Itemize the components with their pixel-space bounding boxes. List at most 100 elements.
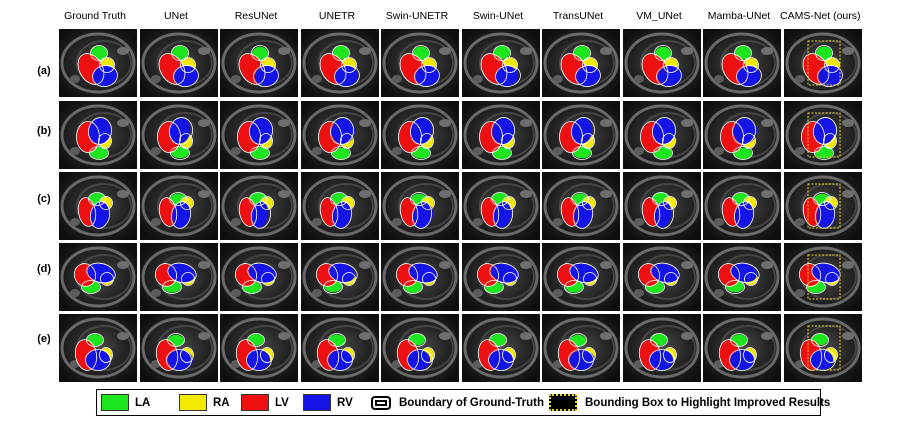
segment-rv bbox=[812, 263, 840, 283]
ground-truth-boundary bbox=[582, 57, 598, 73]
body-outline bbox=[382, 317, 458, 379]
row-label-d: (d) bbox=[36, 263, 52, 275]
organ-shadow bbox=[600, 119, 612, 127]
ground-truth-boundary bbox=[813, 192, 831, 206]
organ-shadow bbox=[842, 119, 854, 127]
body-outline bbox=[221, 175, 297, 237]
ground-truth-boundary bbox=[181, 272, 195, 286]
tissue-ring bbox=[318, 183, 374, 229]
organ-shadow bbox=[520, 332, 532, 340]
column-header-unet: UNet bbox=[164, 10, 188, 22]
ground-truth-boundary bbox=[86, 333, 104, 347]
ground-truth-boundary bbox=[238, 197, 258, 227]
scan-cell bbox=[784, 314, 862, 382]
organ-shadow bbox=[842, 190, 854, 198]
bbox-swatch bbox=[549, 394, 577, 411]
organ-shadow bbox=[117, 47, 129, 55]
ground-truth-boundary bbox=[477, 339, 501, 371]
segment-la bbox=[171, 146, 189, 159]
ground-truth-boundary bbox=[408, 333, 426, 347]
ground-truth-boundary bbox=[261, 272, 275, 286]
ground-truth-boundary bbox=[410, 117, 434, 145]
ground-truth-boundary bbox=[171, 45, 189, 61]
organ-shadow bbox=[761, 119, 773, 127]
segment-la bbox=[734, 147, 752, 160]
ground-truth-boundary bbox=[99, 347, 113, 363]
legend-item-bbox: Bounding Box to Highlight Improved Resul… bbox=[549, 390, 830, 415]
legend-item-ra: RA bbox=[179, 390, 230, 415]
scan-cell bbox=[542, 243, 620, 311]
ground-truth-boundary bbox=[817, 65, 843, 87]
ground-truth-boundary bbox=[736, 65, 762, 87]
organ-shadow bbox=[392, 147, 402, 155]
scan-cell bbox=[140, 29, 218, 97]
scan-cell bbox=[703, 172, 781, 240]
organ-shadow bbox=[198, 119, 210, 127]
tissue-ring bbox=[720, 183, 776, 229]
scan-cell bbox=[462, 29, 540, 97]
ground-truth-boundary bbox=[798, 263, 822, 287]
organ-shadow bbox=[151, 147, 161, 155]
segment-rv bbox=[569, 263, 597, 283]
organ-shadow bbox=[151, 75, 161, 83]
ground-truth-boundary bbox=[249, 192, 267, 206]
organ-shadow bbox=[520, 119, 532, 127]
ground-truth-boundary bbox=[395, 263, 419, 287]
ground-truth-boundary bbox=[154, 263, 178, 287]
ground-truth-boundary bbox=[645, 280, 665, 294]
body-outline bbox=[141, 104, 217, 166]
scan-cell bbox=[784, 243, 862, 311]
scan-background bbox=[784, 314, 862, 382]
body-outline bbox=[141, 175, 217, 237]
body-outline bbox=[60, 32, 136, 94]
ground-truth-boundary bbox=[158, 53, 186, 85]
scan-cell bbox=[381, 101, 459, 169]
organ-shadow bbox=[117, 190, 129, 198]
ground-truth-boundary bbox=[641, 53, 669, 85]
ground-truth-boundary bbox=[334, 65, 360, 87]
ground-truth-boundary bbox=[315, 263, 339, 287]
organ-shadow bbox=[553, 289, 563, 297]
organ-shadow bbox=[761, 261, 773, 269]
organ-shadow bbox=[795, 289, 805, 297]
ground-truth-boundary bbox=[155, 339, 179, 371]
ground-truth-boundary bbox=[484, 280, 504, 294]
organ-shadow bbox=[600, 332, 612, 340]
ground-truth-boundary bbox=[250, 201, 272, 229]
body-outline bbox=[302, 32, 378, 94]
organ-shadow bbox=[714, 218, 724, 226]
ground-truth-boundary bbox=[823, 133, 837, 149]
segmentation-grid bbox=[59, 29, 862, 382]
ground-truth-boundary bbox=[74, 339, 98, 371]
organ-shadow bbox=[600, 47, 612, 55]
scan-cell bbox=[381, 314, 459, 382]
body-outline bbox=[141, 246, 217, 308]
organ-shadow bbox=[439, 47, 451, 55]
body-outline bbox=[221, 317, 297, 379]
ground-truth-boundary bbox=[316, 339, 340, 371]
scan-cell bbox=[462, 172, 540, 240]
tissue-ring bbox=[398, 183, 454, 229]
body-outline bbox=[382, 246, 458, 308]
ground-truth-boundary bbox=[341, 196, 355, 210]
body-outline bbox=[141, 32, 217, 94]
ground-truth-boundary bbox=[802, 197, 822, 227]
segment-rv bbox=[332, 202, 352, 228]
organ-shadow bbox=[70, 218, 80, 226]
body-outline bbox=[543, 317, 619, 379]
organ-shadow bbox=[681, 47, 693, 55]
segment-lv bbox=[400, 198, 418, 226]
body-outline bbox=[141, 317, 217, 379]
column-header-transunet: TransUNet bbox=[552, 10, 604, 22]
ground-truth-boundary bbox=[73, 263, 97, 287]
ground-truth-boundary bbox=[569, 333, 587, 347]
body-outline bbox=[624, 104, 700, 166]
ground-truth-boundary bbox=[476, 263, 500, 287]
ground-truth-boundary bbox=[654, 45, 672, 61]
organ-shadow bbox=[795, 147, 805, 155]
scan-cell bbox=[542, 101, 620, 169]
ground-truth-boundary bbox=[98, 133, 112, 149]
scan-cell bbox=[623, 243, 701, 311]
ground-truth-boundary bbox=[421, 57, 437, 73]
ground-truth-boundary bbox=[250, 146, 270, 160]
